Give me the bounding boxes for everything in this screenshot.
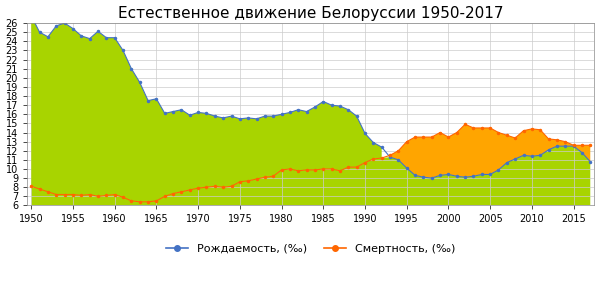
Line: Смертность, (‰): Смертность, (‰)	[30, 123, 592, 203]
Смертность, (‰)	[536, 128, 544, 132]
Рождаемость, (‰)	[353, 114, 360, 118]
Смертность, (‰)	[436, 131, 443, 134]
Смертность, (‰)	[461, 123, 469, 126]
Смертность, (‰)	[136, 200, 143, 204]
Title: Естественное движение Белоруссии 1950-2017: Естественное движение Белоруссии 1950-20…	[118, 5, 503, 20]
Рождаемость, (‰)	[587, 160, 594, 163]
Смертность, (‰)	[587, 143, 594, 147]
Рождаемость, (‰)	[261, 114, 268, 118]
Смертность, (‰)	[487, 126, 494, 130]
Смертность, (‰)	[553, 138, 560, 142]
Смертность, (‰)	[412, 135, 419, 139]
Смертность, (‰)	[28, 185, 35, 188]
Рождаемость, (‰)	[345, 108, 352, 112]
Рождаемость, (‰)	[428, 176, 436, 180]
Рождаемость, (‰)	[161, 112, 169, 115]
Смертность, (‰)	[545, 137, 552, 141]
Рождаемость, (‰)	[153, 97, 160, 101]
Рождаемость, (‰)	[536, 153, 544, 157]
Рождаемость, (‰)	[28, 14, 35, 18]
Legend: Рождаемость, (‰), Смертность, (‰): Рождаемость, (‰), Смертность, (‰)	[161, 239, 460, 258]
Line: Рождаемость, (‰): Рождаемость, (‰)	[30, 15, 592, 179]
